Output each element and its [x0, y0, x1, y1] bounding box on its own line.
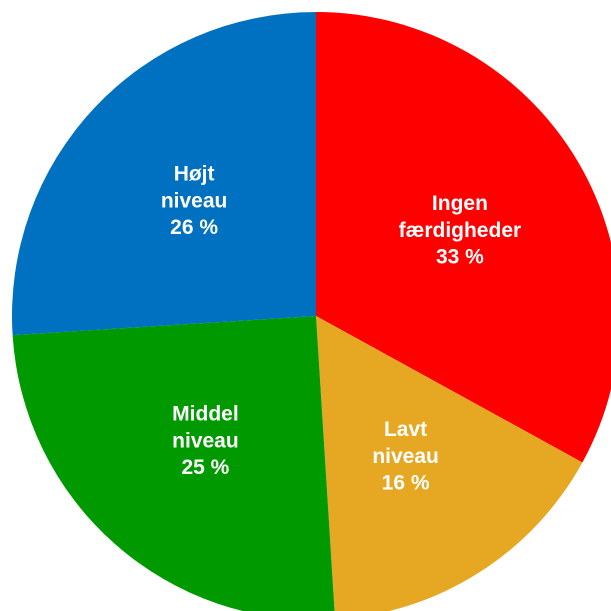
pie-slice [11, 12, 316, 336]
slice-label: Ingen færdigheder [399, 191, 522, 241]
slice-value-label: 16 % [382, 472, 430, 495]
slice-label: Højt niveau [161, 162, 228, 212]
slice-value-label: 26 % [170, 216, 218, 239]
pie-slice [316, 12, 611, 463]
slice-label: Lavt niveau [372, 418, 439, 468]
slice-value-label: 25 % [181, 456, 229, 479]
slice-label: Middel niveau [172, 402, 239, 452]
slice-value-label: 33 % [436, 245, 484, 268]
pie-slice [12, 316, 335, 611]
pie-slice [316, 316, 583, 611]
